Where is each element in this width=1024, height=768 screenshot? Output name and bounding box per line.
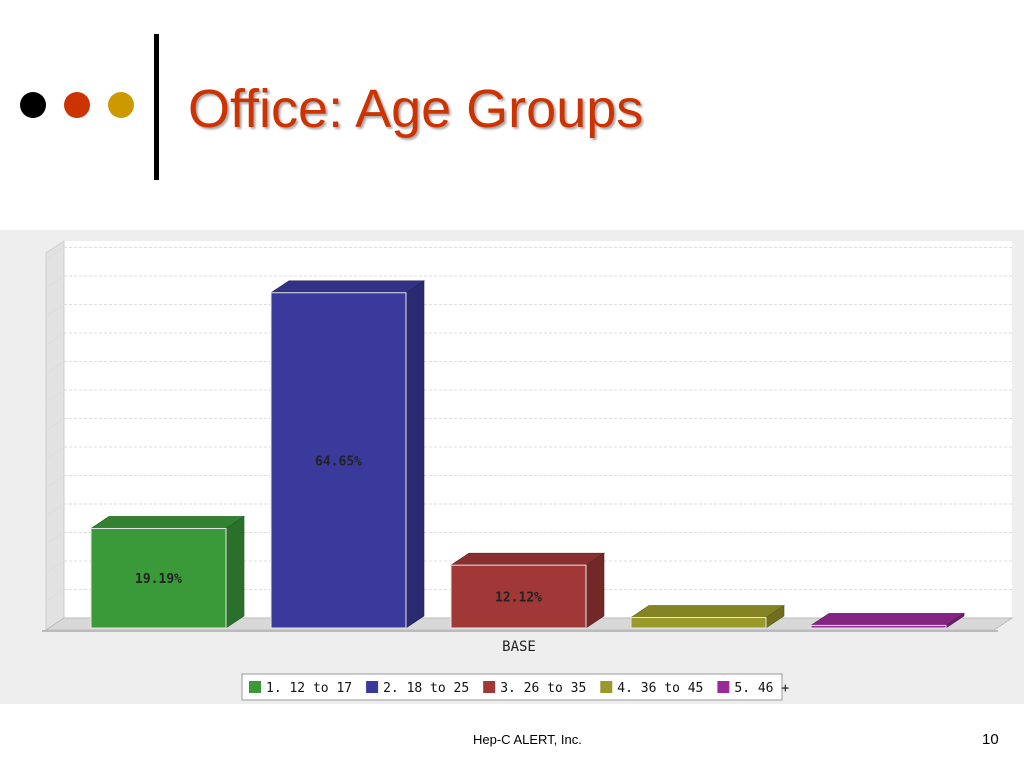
bar-side-face (405, 280, 425, 629)
legend-label: 1. 12 to 17 (266, 681, 352, 696)
gridline-side (45, 589, 65, 602)
legend-box (241, 673, 783, 701)
legend-item: 3. 26 to 35 (483, 681, 586, 696)
gridline-side (45, 532, 65, 545)
gridline-side (45, 446, 65, 460)
legend-swatch (366, 681, 379, 693)
bar-top-face (810, 613, 965, 626)
gridline-side (45, 475, 65, 488)
gridline-side (45, 503, 65, 517)
bar-data-label: 64.65% (315, 454, 362, 469)
gridline-side (45, 418, 65, 431)
gridline-side (45, 332, 65, 346)
gridline-side (45, 304, 65, 317)
bar-front-face (450, 564, 587, 629)
bar-3: 12.12% (450, 552, 605, 629)
legend-swatch (483, 681, 496, 693)
black-dot-icon (20, 92, 46, 118)
footer-company: Hep-C ALERT, Inc. (473, 732, 582, 747)
bar-data-label: 19.19% (135, 572, 182, 587)
legend-swatch (600, 681, 613, 693)
bar-front-face (90, 527, 227, 629)
legend-swatch (249, 681, 261, 693)
legend-item: 2. 18 to 25 (366, 681, 469, 696)
red-dot-icon (64, 92, 90, 118)
legend-item: 4. 36 to 45 (600, 681, 703, 696)
bar-side-face (585, 552, 605, 629)
chart-legend: 1. 12 to 17 2. 18 to 25 3. 26 to 35 4. 36 t… (241, 673, 789, 701)
legend-item: 1. 12 to 17 (249, 681, 352, 696)
bar-side-face (225, 515, 245, 629)
title-divider (154, 34, 159, 180)
slide-title: Office: Age Groups (188, 79, 644, 139)
legend-label: 5. 46 + (734, 681, 789, 696)
bar-top-face (630, 605, 785, 618)
bar-top-face (270, 280, 425, 294)
plot-floor-edge (42, 630, 998, 632)
age-groups-bar-chart: 19.19% 64.65% 12.12% BASE 1. 12 to 17 2. 18… (0, 230, 1024, 704)
legend-label: 4. 36 to 45 (617, 681, 703, 696)
legend-item: 5. 46 + (717, 681, 789, 696)
legend-label: 2. 18 to 25 (383, 681, 469, 696)
gridline-side (45, 560, 65, 574)
bar-front-face (270, 292, 407, 629)
bar-data-label: 12.12% (495, 591, 542, 606)
bar-4 (630, 604, 785, 629)
bar-top-face (450, 552, 605, 566)
legend-swatch (717, 681, 730, 693)
gridline-side (45, 275, 65, 289)
gridline-side (45, 389, 65, 403)
page-number: 10 (982, 731, 999, 748)
bullet-dots (20, 92, 140, 122)
bar-5 (810, 612, 965, 629)
gridline-side (45, 247, 65, 260)
bar-1: 19.19% (90, 515, 245, 629)
bar-2: 64.65% (270, 280, 425, 629)
legend-label: 3. 26 to 35 (500, 681, 586, 696)
gridline-side (45, 361, 65, 374)
bar-front-face (810, 624, 947, 629)
x-category-label: BASE (502, 639, 536, 655)
bar-top-face (90, 516, 245, 529)
gold-dot-icon (108, 92, 134, 118)
bar-front-face (630, 617, 767, 629)
